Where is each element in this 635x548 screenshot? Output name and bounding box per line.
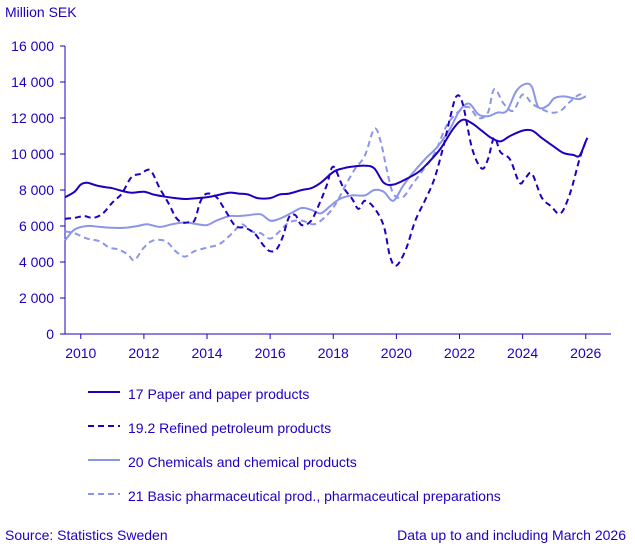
- y-tick-label: 8 000: [19, 182, 54, 198]
- y-tick-label: 6 000: [19, 218, 54, 234]
- x-tick-label: 2016: [255, 345, 286, 361]
- y-axis-title: Million SEK: [5, 4, 77, 20]
- data-coverage-note: Data up to and including March 2026: [397, 527, 626, 543]
- chart-axes: 0 2 000 4 000 6 000 8 000 10 000 12 000 14 000 1…: [11, 38, 611, 361]
- y-tick-label: 16 000: [11, 38, 54, 54]
- legend-label-chemicals: 20 Chemicals and chemical products: [128, 454, 357, 470]
- series-line-paper: [64, 118, 589, 200]
- y-tick-label: 0: [46, 326, 54, 342]
- x-tick-label: 2010: [65, 345, 96, 361]
- x-tick-label: 2020: [381, 345, 412, 361]
- x-tick-label: 2012: [128, 345, 159, 361]
- y-tick-label: 2 000: [19, 290, 54, 306]
- series-line-petroleum: [64, 94, 587, 267]
- legend-label-pharmaceutical: 21 Basic pharmaceutical prod., pharmaceu…: [128, 488, 501, 504]
- source-note: Source: Statistics Sweden: [5, 527, 168, 543]
- y-tick-label: 12 000: [11, 110, 54, 126]
- series-line-chemicals: [64, 82, 587, 242]
- y-tick-label: 4 000: [19, 254, 54, 270]
- y-tick-label: 10 000: [11, 146, 54, 162]
- y-tick-label: 14 000: [11, 74, 54, 90]
- x-tick-label: 2014: [191, 345, 222, 361]
- x-tick-label: 2024: [507, 345, 538, 361]
- line-chart: 0 2 000 4 000 6 000 8 000 10 000 12 000 14 000 1…: [11, 38, 611, 361]
- x-tick-label: 2026: [570, 345, 601, 361]
- legend-label-paper: 17 Paper and paper products: [128, 386, 310, 402]
- x-tick-label: 2018: [318, 345, 349, 361]
- series-line-pharmaceutical: [64, 88, 587, 262]
- legend-label-petroleum: 19.2 Refined petroleum products: [128, 420, 332, 436]
- chart-lines: [64, 82, 589, 267]
- x-tick-label: 2022: [444, 345, 475, 361]
